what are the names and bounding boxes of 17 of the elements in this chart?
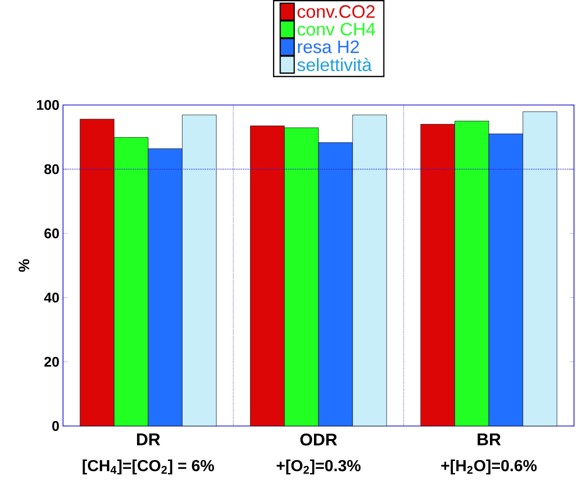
y-axis-title: % (18, 259, 30, 272)
legend-label: resa H2 (298, 40, 359, 54)
legend-label: conv.CO2 (298, 5, 375, 18)
x-tick-label: DR (137, 434, 160, 446)
text: [CH$_{4}$]=[CO$_{2}$] = 6% (82, 460, 214, 474)
legend-label: conv CH4 (298, 22, 376, 36)
y-tick-label: 40 (44, 292, 59, 303)
y-tick-label: 0 (52, 421, 59, 431)
y-tick-label: 60 (44, 228, 59, 238)
y-tick-label: 20 (44, 356, 59, 367)
y-tick-label: 80 (44, 164, 59, 174)
x-tick-label: BR (478, 434, 501, 446)
text: +[O$_{2}$]=0.3% (276, 460, 361, 474)
legend-label: selettività (297, 58, 372, 72)
text: +[H$_{2}$O]=0.6% (441, 460, 537, 474)
y-tick-label: 100 (36, 100, 59, 110)
x-tick-label: ODR (300, 434, 338, 446)
